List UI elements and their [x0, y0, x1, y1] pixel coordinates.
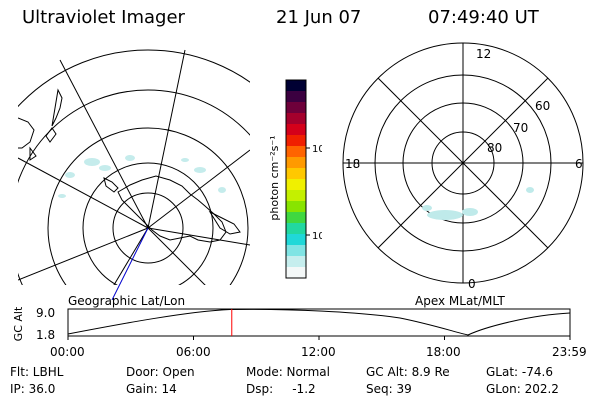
colorbar-cell [286, 124, 306, 136]
mlt-label-0: 0 [468, 277, 476, 291]
altitude-tick-high: 9.0 [36, 306, 55, 320]
mlat-mlt-grid: 12 6 0 18 60 70 80 [342, 42, 584, 291]
colorbar-cell [286, 91, 306, 103]
mlt-label-12: 12 [476, 47, 491, 61]
colorbar-cell [286, 157, 306, 169]
colorbar-cell [286, 245, 306, 257]
mlat-label-80: 80 [487, 141, 502, 155]
colorbar-tick-100: 100 [312, 144, 322, 155]
geographic-caption: Geographic Lat/Lon [68, 294, 186, 308]
gc-alt-value: GC Alt: 8.9 Re [366, 365, 450, 379]
colorbar-tick-10: 10 [312, 231, 322, 242]
mode-value: Mode: Normal [246, 365, 330, 379]
colorbar-cell [286, 168, 306, 180]
colorbar-cell [286, 212, 306, 224]
gain-value: Gain: 14 [126, 382, 177, 396]
time-tick-1200: 12:00 [301, 345, 336, 359]
colorbar-cell [286, 267, 306, 279]
door-status: Door: Open [126, 365, 195, 379]
dsp-value: Dsp: -1.2 [246, 382, 316, 396]
colorbar-cell [286, 113, 306, 125]
altitude-strip: GC Alt 9.0 1.8 [12, 306, 571, 342]
mlt-label-18: 18 [345, 157, 360, 171]
colorbar-cell [286, 234, 306, 246]
mlt-label-6: 6 [575, 157, 583, 171]
mlat-label-70: 70 [513, 121, 528, 135]
colorbar-cell [286, 102, 306, 114]
colorbar-cell [286, 201, 306, 213]
apex-caption: Apex MLat/MLT [415, 294, 505, 308]
time-tick-2359: 23:59 [552, 345, 587, 359]
colorbar-cell [286, 179, 306, 191]
colorbar-unit-label: photon cm⁻²s⁻¹ [268, 135, 281, 220]
altitude-axis-label: GC Alt [12, 306, 25, 341]
color-scale: 100 10 photon cm⁻²s⁻¹ [268, 79, 322, 279]
colorbar-cell [286, 190, 306, 202]
altitude-tick-low: 1.8 [36, 328, 55, 342]
geographic-map [18, 49, 250, 300]
colorbar-cell [286, 146, 306, 158]
time-tick-0600: 06:00 [176, 345, 211, 359]
glat-value: GLat: -74.6 [486, 365, 553, 379]
colorbar-cell [286, 256, 306, 268]
instrument-title: Ultraviolet Imager [22, 7, 185, 28]
mlat-label-60: 60 [535, 99, 550, 113]
time-tick-0000: 00:00 [50, 345, 85, 359]
glon-value: GLon: 202.2 [486, 382, 559, 396]
filter-value: Flt: LBHL [10, 365, 64, 379]
ip-value: IP: 36.0 [10, 382, 56, 396]
colorbar-cell [286, 223, 306, 235]
time-tick-1800: 18:00 [426, 345, 461, 359]
image-time: 07:49:40 UT [428, 7, 539, 28]
seq-value: Seq: 39 [366, 382, 412, 396]
colorbar-cell [286, 80, 306, 92]
colorbar-cell [286, 135, 306, 147]
image-date: 21 Jun 07 [276, 7, 362, 28]
